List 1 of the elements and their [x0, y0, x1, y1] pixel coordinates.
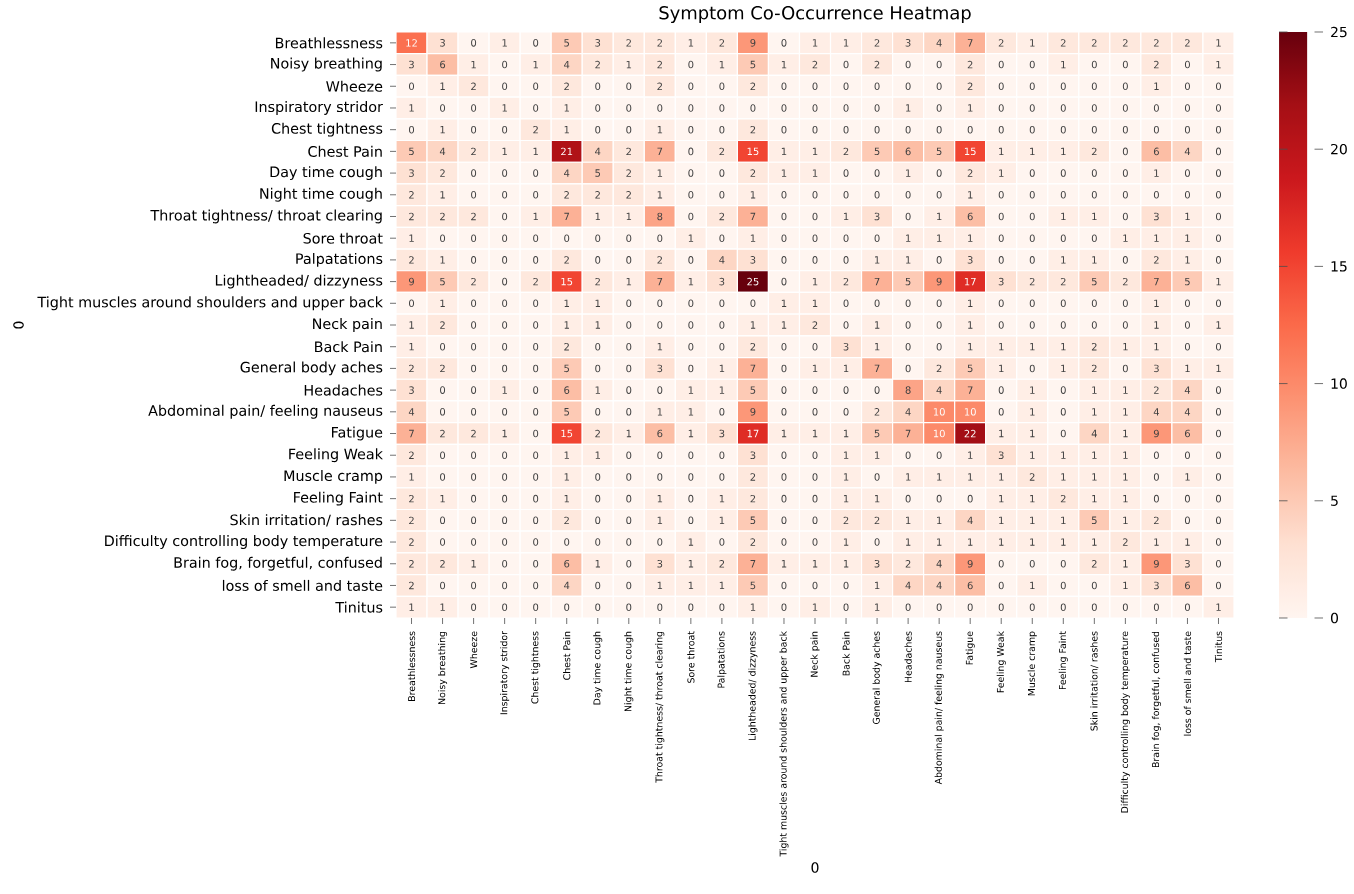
chart-title: Symptom Co-Occurrence Heatmap — [659, 5, 971, 23]
